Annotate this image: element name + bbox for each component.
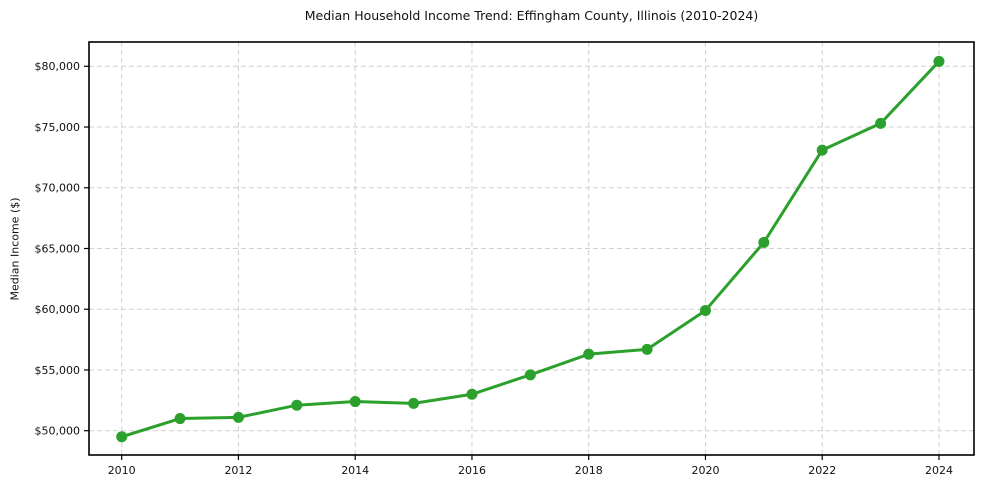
- data-point: [583, 348, 595, 360]
- y-tick-label: $50,000: [35, 425, 81, 438]
- x-tick-label: 2020: [691, 464, 719, 477]
- data-point: [641, 343, 653, 355]
- y-tick-label: $75,000: [35, 121, 81, 134]
- x-tick-label: 2010: [108, 464, 136, 477]
- y-tick-label: $60,000: [35, 303, 81, 316]
- x-tick-label: 2022: [808, 464, 836, 477]
- x-tick-label: 2016: [458, 464, 486, 477]
- data-point: [933, 55, 945, 67]
- data-point: [875, 117, 887, 129]
- data-point: [116, 431, 128, 443]
- data-point: [466, 388, 478, 400]
- trend-line: [120, 59, 941, 439]
- data-point: [291, 399, 303, 411]
- y-tick-label: $65,000: [35, 242, 81, 255]
- data-point: [408, 397, 420, 409]
- data-point: [349, 396, 361, 408]
- y-tick-label: $55,000: [35, 364, 81, 377]
- x-tick-label: 2012: [224, 464, 252, 477]
- x-tick-label: 2024: [925, 464, 953, 477]
- y-tick-label: $80,000: [35, 60, 81, 73]
- data-point: [758, 236, 770, 248]
- data-point: [174, 413, 186, 425]
- x-tick-label: 2018: [575, 464, 603, 477]
- y-tick-label: $70,000: [35, 182, 81, 195]
- data-point: [524, 369, 536, 381]
- x-tick-label: 2014: [341, 464, 369, 477]
- data-point: [699, 304, 711, 316]
- data-point: [816, 144, 828, 156]
- data-point: [232, 411, 244, 423]
- chart-title: Median Household Income Trend: Effingham…: [304, 8, 759, 23]
